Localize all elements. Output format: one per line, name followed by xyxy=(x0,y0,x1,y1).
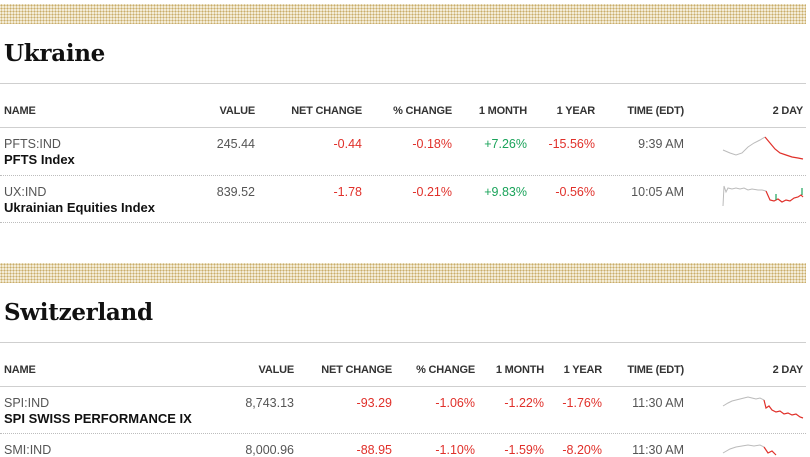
row-pct-change: -1.10% xyxy=(435,443,475,457)
row-1-year: -1.76% xyxy=(562,396,602,410)
row-value: 245.44 xyxy=(216,137,255,151)
sparkline-2-day xyxy=(722,136,804,160)
row-ticker[interactable]: SMI:IND xyxy=(4,443,52,457)
col-header-2-day: 2 DAY xyxy=(772,364,804,376)
sparkline-2-day xyxy=(722,444,777,456)
section-divider-band xyxy=(0,263,806,283)
row-1-month: +9.83% xyxy=(484,185,527,199)
row-separator xyxy=(0,222,806,223)
col-header-name: NAME xyxy=(4,364,36,376)
row-1-year: -8.20% xyxy=(562,443,602,457)
row-value: 8,743.13 xyxy=(245,396,294,410)
col-header-value: VALUE xyxy=(258,364,295,376)
row-time: 11:30 AM xyxy=(632,396,684,410)
section-title-switzerland: Switzerland xyxy=(4,299,153,326)
sparkline-2-day xyxy=(722,185,804,207)
row-name[interactable]: Ukrainian Equities Index xyxy=(4,200,155,215)
row-1-year: -15.56% xyxy=(548,137,595,151)
col-header-1-year: 1 YEAR xyxy=(556,105,596,117)
row-ticker[interactable]: UX:IND xyxy=(4,185,47,199)
row-1-year: -0.56% xyxy=(555,185,595,199)
row-pct-change: -1.06% xyxy=(435,396,475,410)
row-time: 10:05 AM xyxy=(631,185,684,199)
row-pct-change: -0.21% xyxy=(412,185,452,199)
col-header-time: TIME (EDT) xyxy=(627,105,684,117)
row-name[interactable]: SPI SWISS PERFORMANCE IX xyxy=(4,411,192,426)
sparkline-2-day xyxy=(722,396,804,419)
row-1-month: +7.26% xyxy=(484,137,527,151)
header-rule xyxy=(0,127,806,128)
row-net-change: -88.95 xyxy=(356,443,392,457)
section-rule xyxy=(0,83,806,84)
col-header-1-month: 1 MONTH xyxy=(478,105,527,117)
row-name[interactable]: PFTS Index xyxy=(4,152,75,167)
row-separator xyxy=(0,433,806,434)
row-1-month: -1.59% xyxy=(504,443,544,457)
col-header-pct-change: % CHANGE xyxy=(416,364,475,376)
col-header-1-month: 1 MONTH xyxy=(495,364,544,376)
col-header-time: TIME (EDT) xyxy=(627,364,684,376)
section-title-ukraine: Ukraine xyxy=(4,40,106,67)
row-1-month: -1.22% xyxy=(504,396,544,410)
row-ticker[interactable]: SPI:IND xyxy=(4,396,50,410)
row-value: 839.52 xyxy=(216,185,255,199)
row-time: 11:30 AM xyxy=(632,443,684,457)
row-pct-change: -0.18% xyxy=(412,137,452,151)
col-header-pct-change: % CHANGE xyxy=(393,105,452,117)
col-header-1-year: 1 YEAR xyxy=(563,364,603,376)
row-ticker[interactable]: PFTS:IND xyxy=(4,137,61,151)
row-separator xyxy=(0,175,806,176)
row-value: 8,000.96 xyxy=(245,443,294,457)
header-rule xyxy=(0,386,806,387)
col-header-value: VALUE xyxy=(219,105,256,117)
row-net-change: -1.78 xyxy=(333,185,363,199)
col-header-net-change: NET CHANGE xyxy=(321,364,392,376)
col-header-name: NAME xyxy=(4,105,36,117)
row-net-change: -93.29 xyxy=(356,396,392,410)
row-time: 9:39 AM xyxy=(638,137,684,151)
row-net-change: -0.44 xyxy=(333,137,363,151)
col-header-2-day: 2 DAY xyxy=(772,105,804,117)
section-divider-band xyxy=(0,4,806,24)
section-rule xyxy=(0,342,806,343)
col-header-net-change: NET CHANGE xyxy=(291,105,362,117)
